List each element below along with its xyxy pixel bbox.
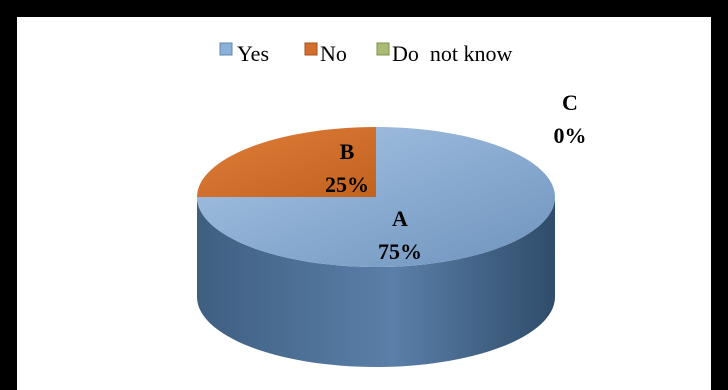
slice-label-a: A 75% [378,206,422,264]
legend-swatch-yes [219,42,233,56]
legend-item-no: No [304,41,347,66]
slice-label-c: C 0% [554,90,587,148]
slice-a-percent: 75% [378,239,422,264]
legend-label-do-not-know: Do not know [392,41,513,66]
legend-item-do-not-know: Do not know [376,41,513,66]
legend-label-yes: Yes [237,41,269,66]
legend-swatch-no [304,42,318,56]
slice-c-letter: C [562,90,578,115]
pie-group [197,127,555,367]
legend-item-yes: Yes [219,41,269,66]
pie-slice-b [197,127,376,197]
slice-c-percent: 0% [554,123,587,148]
legend-swatch-do-not-know [376,42,390,56]
slice-b-percent: 25% [325,172,369,197]
pie-side-a [197,197,555,367]
chart-legend: Yes No Do not know [219,41,513,66]
slice-label-b: B 25% [325,139,369,197]
slice-a-letter: A [392,206,408,231]
slice-b-letter: B [340,139,355,164]
legend-label-no: No [320,41,347,66]
